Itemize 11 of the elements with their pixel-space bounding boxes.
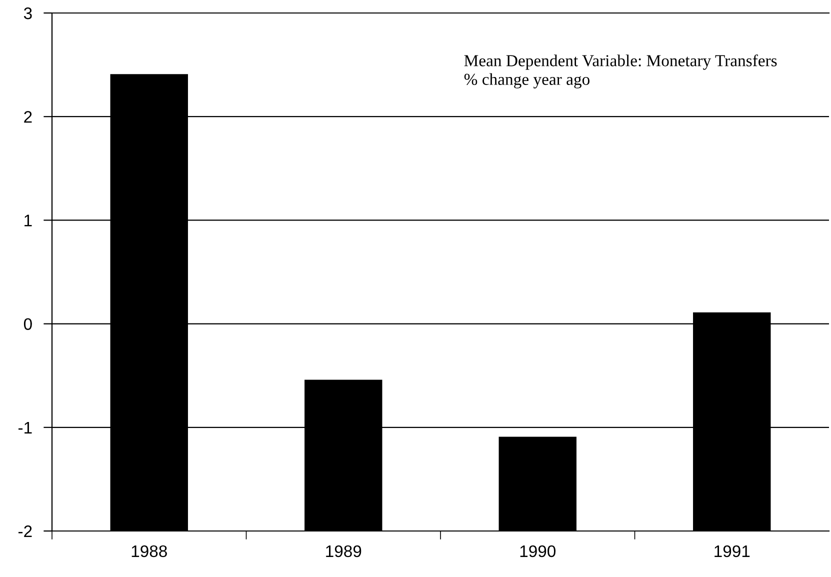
y-tick-label: 0 (24, 318, 32, 330)
y-tick-label: -1 (18, 422, 32, 434)
y-tick-label: -2 (18, 525, 32, 538)
x-tick-label: 1990 (520, 545, 556, 558)
x-tick-label: 1988 (132, 545, 167, 558)
x-tick-label: 1989 (326, 545, 362, 558)
x-tick-label: 1991 (714, 545, 750, 558)
annotation: Mean Dependent Variable: Monetary Transfers % change year ago (464, 54, 777, 88)
y-tick-label: 1 (24, 214, 32, 226)
y-tick-label: 2 (24, 111, 32, 123)
y-tick-label: 3 (24, 7, 32, 20)
